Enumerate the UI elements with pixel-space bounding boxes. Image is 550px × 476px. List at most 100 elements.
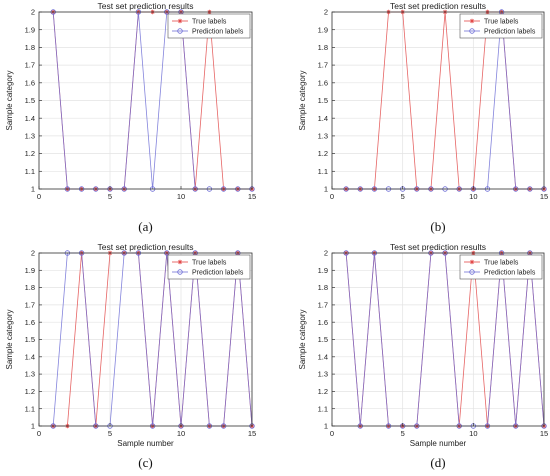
x-tick-label: 15 — [248, 192, 256, 201]
y-tick-label: 1.1 — [318, 404, 328, 413]
legend: True labels Prediction labels — [459, 254, 543, 280]
y-tick-label: 1.9 — [25, 266, 35, 275]
legend-marker — [177, 28, 183, 34]
y-tick-label: 1 — [324, 185, 328, 194]
x-tick-label: 15 — [248, 429, 256, 438]
y-tick-label: 1.6 — [318, 318, 328, 327]
legend-box — [459, 254, 543, 280]
y-tick-label: 1.9 — [318, 266, 328, 275]
panel-label: (b) — [430, 219, 445, 234]
x-tick-label: 5 — [401, 192, 405, 201]
y-tick-label: 1.2 — [25, 387, 35, 396]
y-tick-label: 1.8 — [25, 43, 35, 52]
y-tick-label: 1.3 — [25, 370, 35, 379]
legend-marker — [469, 259, 475, 265]
y-tick-label: 1.4 — [318, 352, 328, 361]
y-axis-label: Sample category — [5, 309, 14, 369]
y-tick-label: 1.7 — [25, 61, 35, 70]
legend-label: Prediction labels — [484, 269, 536, 276]
panel-label: (a) — [138, 219, 152, 234]
y-tick-label: 1.1 — [25, 167, 35, 176]
chart-panel-4: 0 5 10 15 1 1.1 1.2 1.3 1.4 1.5 1.6 1.7 1.8 1.9 2 Test … — [298, 242, 548, 448]
legend-marker — [177, 269, 183, 275]
legend-box — [167, 254, 251, 280]
y-tick-label: 1.7 — [318, 301, 328, 310]
legend: True labels Prediction labels — [167, 13, 251, 39]
legend-label: Prediction labels — [484, 28, 536, 35]
y-tick-label: 1.4 — [25, 114, 35, 123]
y-tick-label: 1.1 — [25, 404, 35, 413]
y-tick-label: 1.8 — [318, 43, 328, 52]
legend-label: Prediction labels — [192, 28, 244, 35]
y-axis-label: Sample category — [298, 309, 307, 369]
legend-box — [167, 13, 251, 39]
y-tick-label: 1.6 — [25, 78, 35, 87]
x-tick-label: 10 — [177, 192, 185, 201]
y-tick-label: 1.9 — [25, 25, 35, 34]
y-tick-label: 1.2 — [318, 387, 328, 396]
y-tick-label: 2 — [324, 8, 328, 17]
y-tick-label: 1.5 — [25, 335, 35, 344]
x-tick-label: 10 — [469, 429, 477, 438]
chart-panel-2: 0 5 10 15 1 1.1 1.2 1.3 1.4 1.5 1.6 1.7 1.8 1.9 2 Test … — [298, 1, 548, 201]
legend-marker — [469, 269, 475, 275]
legend: True labels Prediction labels — [459, 13, 543, 39]
y-tick-label: 1.4 — [25, 352, 35, 361]
y-tick-label: 1.8 — [318, 283, 328, 292]
x-tick-label: 10 — [469, 192, 477, 201]
y-tick-label: 1.2 — [318, 149, 328, 158]
x-axis-label: Sample number — [410, 439, 467, 448]
chart-title: Test set prediction results — [98, 242, 194, 252]
y-axis-label: Sample category — [298, 70, 307, 130]
y-tick-label: 1 — [31, 185, 35, 194]
legend-box — [459, 13, 543, 39]
y-tick-label: 1.9 — [318, 25, 328, 34]
y-tick-label: 1.6 — [25, 318, 35, 327]
x-tick-label: 0 — [330, 192, 334, 201]
chart-panel-1: 0 5 10 15 1 1.1 1.2 1.3 1.4 1.5 1.6 1.7 1.8 1.9 2 Test … — [5, 1, 256, 201]
legend-label: True labels — [192, 259, 227, 266]
legend-label: True labels — [484, 18, 519, 25]
y-tick-label: 1.3 — [25, 132, 35, 141]
legend-marker — [469, 28, 475, 34]
y-tick-label: 1.7 — [318, 61, 328, 70]
y-tick-label: 1 — [324, 422, 328, 431]
legend-label: Prediction labels — [192, 269, 244, 276]
chart-title: Test set prediction results — [390, 1, 486, 11]
chart-title: Test set prediction results — [390, 242, 486, 252]
y-tick-label: 1.3 — [318, 370, 328, 379]
y-tick-label: 1.3 — [318, 132, 328, 141]
legend-label: True labels — [192, 18, 227, 25]
x-tick-label: 0 — [37, 429, 41, 438]
y-tick-label: 1.6 — [318, 78, 328, 87]
legend-marker — [177, 18, 183, 24]
x-tick-label: 15 — [540, 429, 548, 438]
x-tick-label: 15 — [540, 192, 548, 201]
x-tick-label: 0 — [37, 192, 41, 201]
y-tick-label: 1 — [31, 422, 35, 431]
chart-panel-3: 0 5 10 15 1 1.1 1.2 1.3 1.4 1.5 1.6 1.7 1.8 1.9 2 Test … — [5, 242, 256, 448]
y-tick-label: 1.7 — [25, 301, 35, 310]
legend-label: True labels — [484, 259, 519, 266]
x-tick-label: 10 — [177, 429, 185, 438]
y-axis-label: Sample category — [5, 70, 14, 130]
panel-label: (d) — [430, 455, 445, 470]
y-tick-label: 1.8 — [25, 283, 35, 292]
y-tick-label: 2 — [31, 8, 35, 17]
y-tick-label: 1.5 — [318, 96, 328, 105]
panel-label: (c) — [138, 455, 152, 470]
legend-marker — [469, 18, 475, 24]
y-tick-label: 1.5 — [318, 335, 328, 344]
y-tick-label: 1.4 — [318, 114, 328, 123]
y-tick-label: 1.1 — [318, 167, 328, 176]
y-tick-label: 2 — [324, 249, 328, 258]
y-tick-label: 1.2 — [25, 149, 35, 158]
x-tick-label: 0 — [330, 429, 334, 438]
x-axis-label: Sample number — [117, 439, 174, 448]
legend-marker — [177, 259, 183, 265]
y-tick-label: 1.5 — [25, 96, 35, 105]
x-tick-label: 5 — [401, 429, 405, 438]
chart-title: Test set prediction results — [98, 1, 194, 11]
legend: True labels Prediction labels — [167, 254, 251, 280]
